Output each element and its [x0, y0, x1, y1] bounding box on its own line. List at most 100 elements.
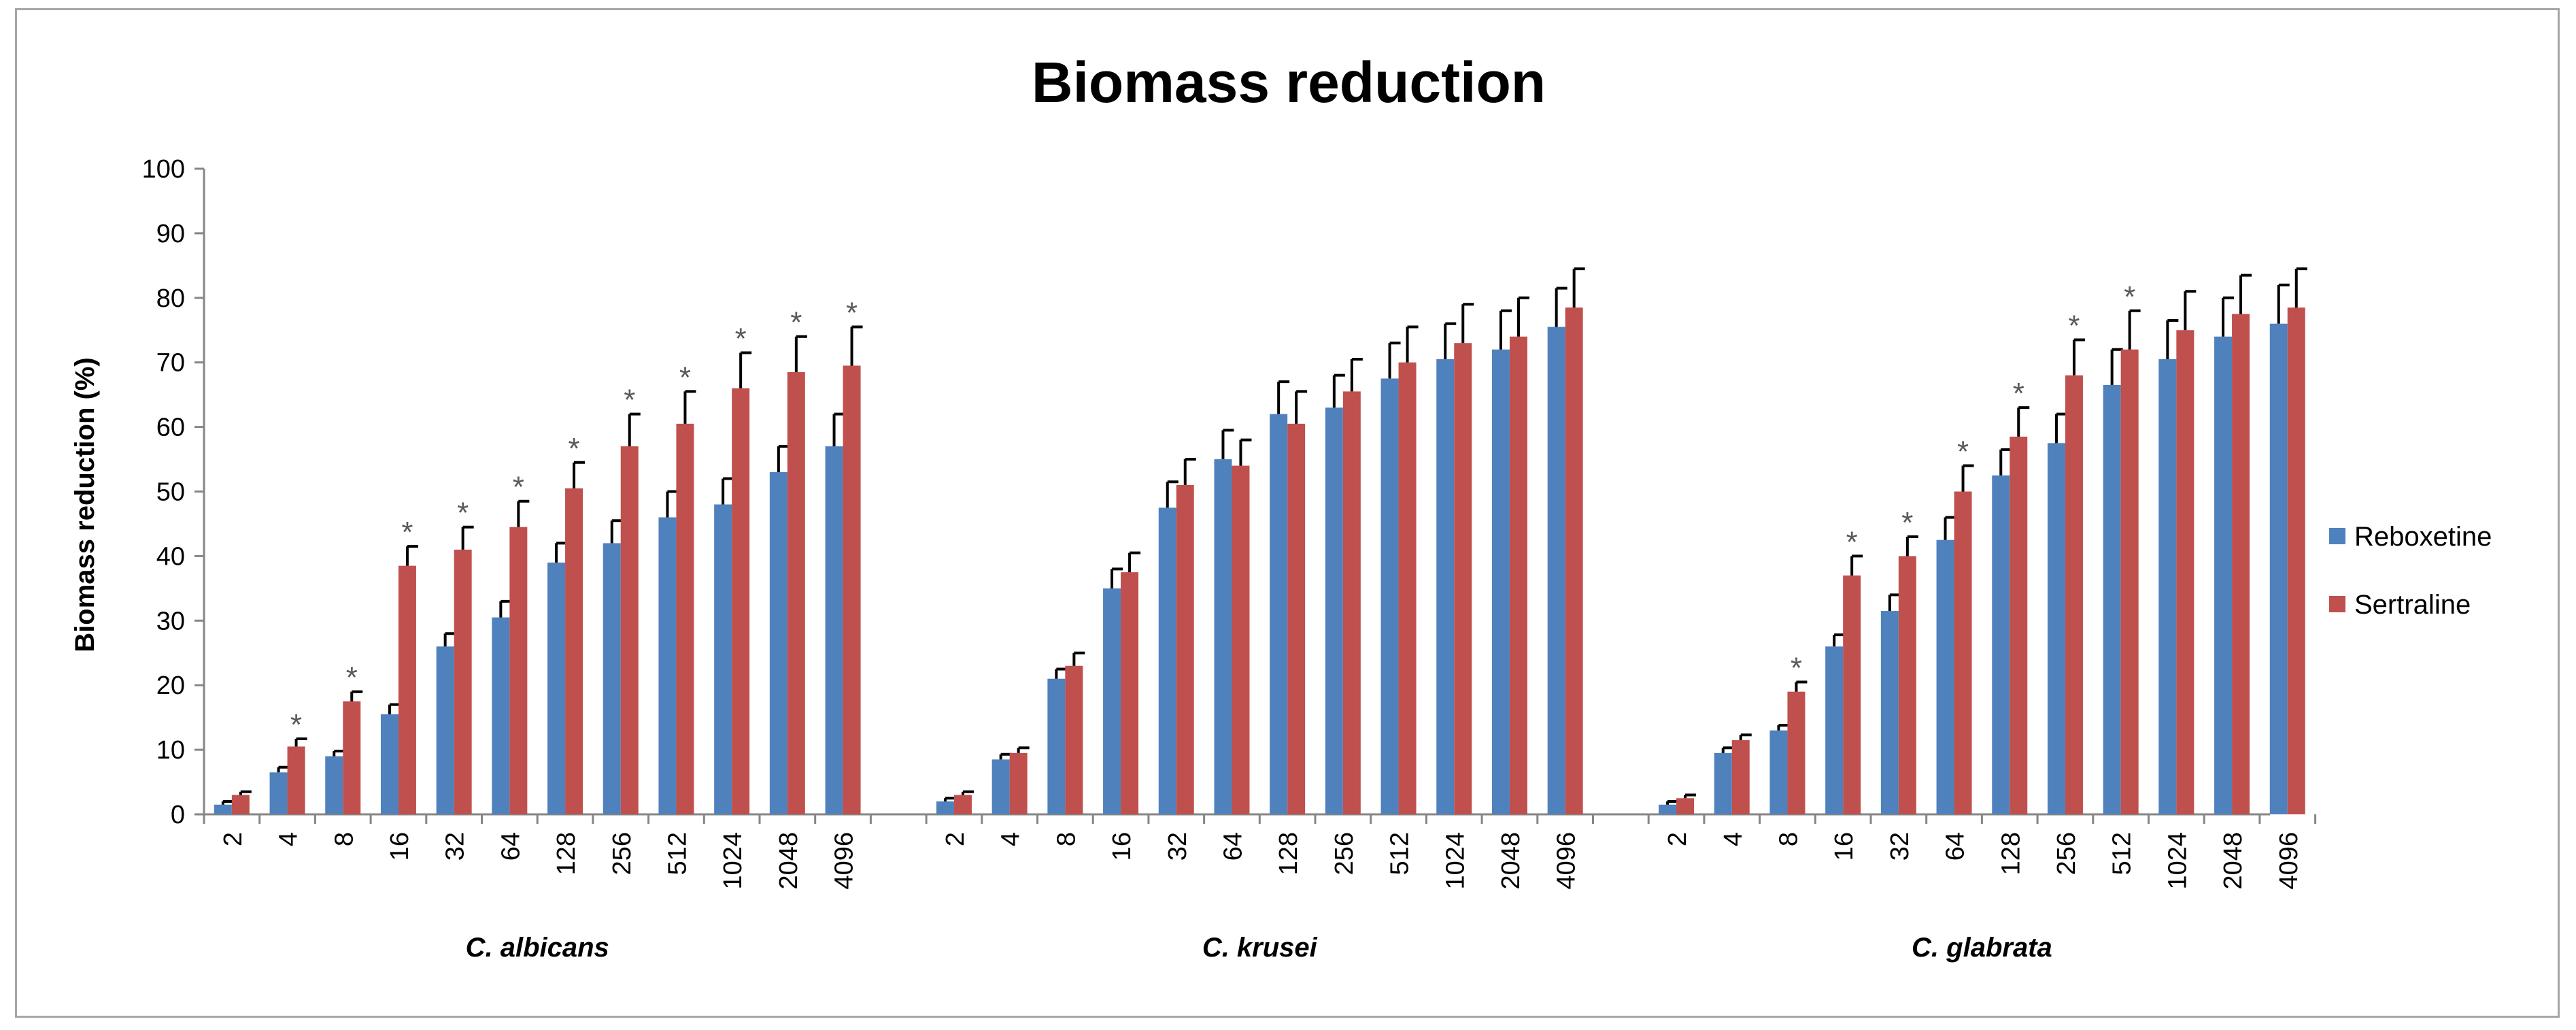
bar-reboxetine: [825, 446, 843, 814]
bar-sertraline: [565, 488, 583, 814]
bar-reboxetine: [1547, 327, 1565, 814]
y-axis-label: Biomass reduction (%): [70, 357, 100, 652]
y-tick-label: 70: [156, 349, 185, 378]
significance-marker: *: [401, 516, 413, 549]
bar-reboxetine: [1380, 378, 1399, 814]
group-label: C. krusei: [1202, 933, 1318, 963]
bar-reboxetine: [1270, 414, 1288, 814]
bar-reboxetine: [492, 617, 510, 814]
x-tick-label: 16: [1108, 832, 1136, 861]
x-tick-label: 256: [1330, 832, 1359, 875]
x-tick-label: 2: [219, 832, 248, 846]
legend-label-sertraline: Sertraline: [2354, 590, 2471, 620]
significance-marker: *: [624, 384, 635, 417]
significance-marker: *: [513, 471, 524, 504]
bar-reboxetine: [1659, 804, 1677, 814]
bar-reboxetine: [2047, 443, 2065, 814]
bar-sertraline: [1121, 572, 1139, 814]
significance-marker: *: [679, 361, 691, 394]
significance-marker: *: [568, 432, 579, 465]
x-tick-label: 512: [1386, 832, 1414, 875]
bar-reboxetine: [436, 646, 454, 814]
significance-marker: *: [1791, 651, 1802, 684]
bar-reboxetine: [1825, 646, 1844, 814]
x-tick-label: 128: [1997, 832, 2025, 875]
bar-reboxetine: [2269, 323, 2288, 814]
significance-marker: *: [735, 322, 747, 355]
x-tick-label: 512: [2108, 832, 2137, 875]
bar-reboxetine: [1769, 730, 1788, 814]
bar-sertraline: [1676, 798, 1695, 814]
bar-reboxetine: [769, 472, 787, 814]
bar-reboxetine: [936, 801, 954, 814]
x-tick-label: 32: [1886, 832, 1914, 861]
bar-sertraline: [1232, 465, 1250, 814]
y-tick-label: 10: [156, 736, 185, 765]
bar-reboxetine: [1103, 588, 1121, 814]
x-tick-label: 256: [608, 832, 637, 875]
bar-sertraline: [398, 565, 416, 814]
bar-sertraline: [620, 446, 639, 814]
y-tick-label: 90: [156, 220, 185, 248]
plot-area: 0 10 20 30 40 50 60 70 80 90 100 2 * 4 * 8 * 16 * 32 * 64 * 128…: [142, 155, 2317, 963]
significance-marker: *: [2068, 309, 2080, 342]
x-tick-label: 64: [1219, 832, 1247, 861]
bar-sertraline: [787, 371, 805, 814]
significance-marker: *: [790, 306, 802, 339]
bar-sertraline: [343, 701, 361, 814]
x-tick-label: 32: [441, 832, 470, 861]
legend: Reboxetine Sertraline: [2329, 522, 2492, 620]
bar-sertraline: [454, 549, 472, 814]
bar-sertraline: [1565, 308, 1583, 814]
bar-sertraline: [1509, 336, 1527, 814]
bar-sertraline: [676, 423, 694, 814]
chart-title: Biomass reduction: [1032, 50, 1546, 114]
significance-marker: *: [346, 661, 358, 695]
bar-sertraline: [2287, 308, 2305, 814]
significance-marker: *: [846, 297, 858, 330]
x-tick-label: 4096: [2275, 832, 2303, 890]
x-tick-label: 4096: [1553, 832, 1581, 890]
bar-reboxetine: [714, 504, 732, 814]
bar-sertraline: [1398, 362, 1417, 814]
significance-marker: *: [2013, 377, 2024, 410]
bar-sertraline: [1065, 665, 1083, 814]
y-tick-label: 40: [156, 542, 185, 571]
x-tick-label: 64: [1942, 832, 1970, 861]
x-tick-label: 64: [496, 832, 525, 861]
x-tick-label: 16: [386, 832, 414, 861]
x-tick-label: 4: [1719, 832, 1748, 846]
bar-sertraline: [1787, 691, 1806, 814]
x-tick-label: 2048: [2219, 832, 2248, 890]
bar-sertraline: [2065, 375, 2083, 814]
bar-sertraline: [2010, 436, 2028, 814]
bar-sertraline: [1843, 575, 1861, 814]
significance-marker: *: [1957, 435, 1969, 469]
x-tick-label: 2048: [1497, 832, 1525, 890]
x-tick-label: 1024: [719, 832, 747, 890]
bar-sertraline: [1176, 485, 1194, 814]
group-label: C. albicans: [466, 933, 609, 963]
bar-sertraline: [953, 795, 972, 814]
bar-sertraline: [1342, 391, 1361, 814]
bar-sertraline: [287, 746, 305, 814]
bar-sertraline: [1898, 556, 1916, 814]
bar-reboxetine: [380, 714, 399, 814]
x-tick-label: 128: [552, 832, 581, 875]
x-tick-label: 1024: [2163, 832, 2192, 890]
bar-sertraline: [2232, 314, 2250, 814]
bar-reboxetine: [1936, 539, 1954, 814]
x-tick-label: 2048: [775, 832, 803, 890]
x-tick-label: 32: [1164, 832, 1192, 861]
x-tick-label: 2: [941, 832, 970, 846]
significance-marker: *: [1846, 525, 1858, 559]
x-tick-label: 2: [1663, 832, 1692, 846]
y-tick-label: 100: [142, 155, 185, 184]
x-tick-label: 1024: [1441, 832, 1470, 890]
bar-reboxetine: [1158, 508, 1176, 814]
bar-reboxetine: [992, 759, 1010, 814]
y-tick-label: 60: [156, 414, 185, 442]
bar-reboxetine: [1491, 349, 1510, 814]
bar-reboxetine: [2158, 359, 2177, 814]
